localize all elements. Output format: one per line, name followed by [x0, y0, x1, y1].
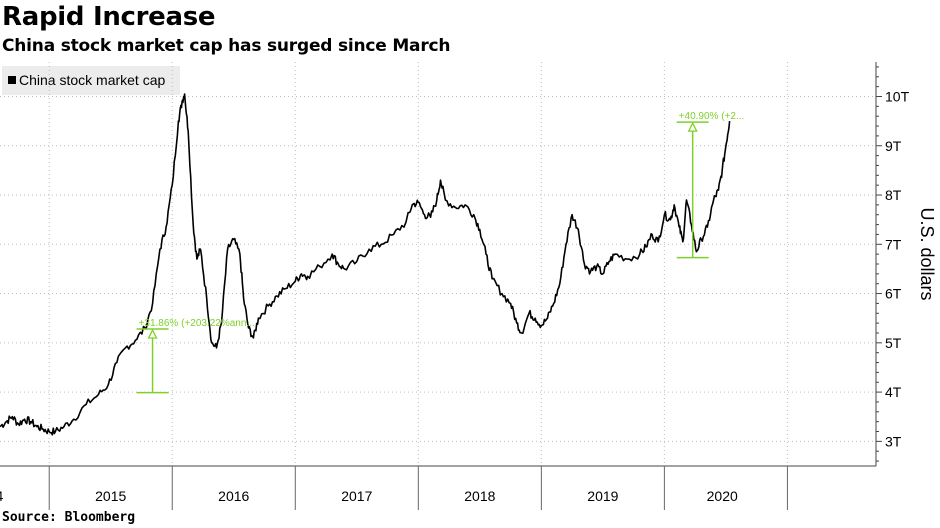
y-tick-label: 4T [885, 384, 902, 400]
x-tick-label: 2017 [341, 488, 372, 504]
legend-swatch [8, 76, 16, 84]
x-tick-label: 2016 [218, 488, 249, 504]
legend-label: China stock market cap [19, 72, 166, 88]
x-tick-label: 2015 [95, 488, 126, 504]
y-tick-label: 10T [885, 88, 910, 104]
annotation-arrow [147, 328, 158, 339]
source-note: Source: Bloomberg [2, 510, 136, 525]
annotation-arrow [687, 121, 698, 132]
y-tick-label: 9T [885, 138, 902, 154]
y-tick-label: 6T [885, 286, 902, 302]
series-line [0, 93, 731, 436]
x-tick-label: 2020 [707, 488, 738, 504]
y-axis-title: U.S. dollars [917, 207, 937, 300]
y-tick-label: 8T [885, 187, 902, 203]
y-tick-label: 3T [885, 433, 902, 449]
annotation-label: +31.86% (+203.22%ann... [139, 318, 255, 329]
annotation-label: +40.90% (+2... [679, 111, 745, 122]
chart-title: Rapid Increase [2, 2, 216, 32]
x-tick-label: 2019 [587, 488, 618, 504]
legend: China stock market cap [2, 66, 180, 95]
x-tick-label: 2018 [464, 488, 495, 504]
chart-subtitle: China stock market cap has surged since … [2, 36, 451, 56]
y-tick-label: 5T [885, 335, 902, 351]
y-tick-label: 7T [885, 236, 902, 252]
x-tick-label: 2014 [0, 488, 3, 504]
